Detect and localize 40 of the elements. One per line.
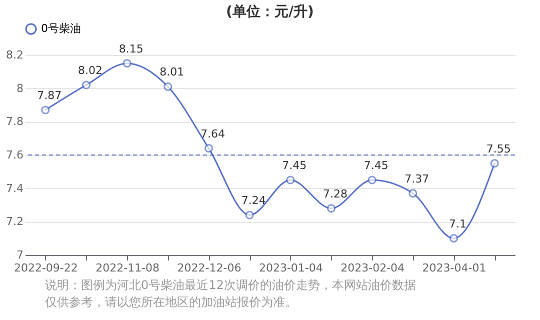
point	[286, 176, 295, 184]
y-tick-label: 7.6	[6, 148, 24, 162]
data-label: 7.1	[449, 217, 466, 230]
data-label: 8.01	[160, 66, 184, 79]
data-label: 7.28	[323, 187, 348, 200]
y-tick-label: 8	[16, 82, 24, 95]
chart-title: (单位：元/升)	[226, 3, 314, 20]
point	[122, 59, 132, 68]
data-label: 7.64	[200, 127, 225, 140]
data-label: 7.55	[486, 142, 511, 156]
y-tick-label: 7.2	[6, 215, 24, 228]
point	[449, 234, 458, 243]
y-tick-label: 7	[16, 248, 24, 262]
point	[164, 82, 172, 91]
point	[82, 80, 91, 90]
point	[326, 204, 336, 213]
y-tick-label: 8.2	[6, 48, 24, 62]
y-tick-label: 7.8	[6, 115, 24, 128]
data-label: 7.45	[282, 159, 307, 172]
point	[490, 159, 499, 168]
text: 说明：图例为河北0号柴油最近12次调价的油价走势，本网站油价数据仅供参考，请以您所在地区的加油站报价为准。	[45, 278, 416, 309]
x-tick-label: 2023-01-04	[258, 262, 323, 274]
legend-label: 0号柴油	[41, 22, 81, 35]
point	[41, 106, 50, 114]
point	[204, 144, 214, 153]
point	[368, 176, 376, 184]
x-tick-label: 2022-12-06	[177, 262, 242, 274]
data-label: 7.24	[241, 194, 266, 207]
x-tick-label: 2023-02-04	[340, 262, 405, 274]
data-label: 7.87	[37, 89, 62, 102]
data-label: 7.37	[404, 172, 430, 186]
data-label: 7.45	[364, 159, 388, 172]
point	[408, 189, 418, 198]
data-label: 8.02	[78, 64, 102, 77]
x-tick-label: 2023-04-01	[422, 262, 486, 274]
data-label: 8.15	[118, 42, 144, 56]
x-tick-label: 2022-09-22	[14, 262, 78, 274]
y-tick-label: 7.4	[6, 182, 24, 195]
x-tick-label: 2022-11-08	[96, 262, 160, 274]
point	[245, 210, 254, 220]
